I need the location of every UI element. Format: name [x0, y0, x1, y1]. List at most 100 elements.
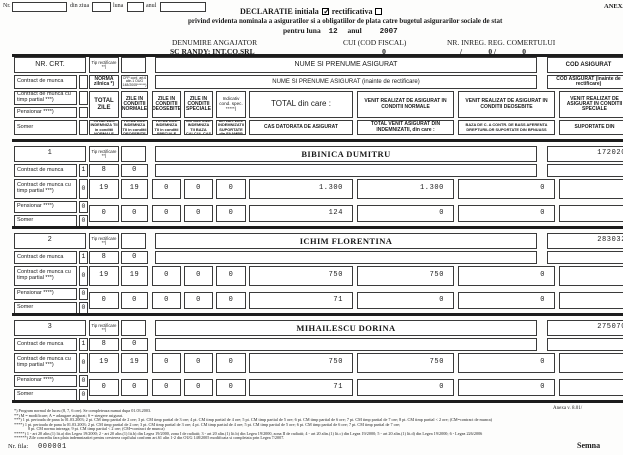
zile-indemnizatii-speciale: 0	[152, 379, 181, 396]
zile-normale-value: 19	[121, 353, 148, 373]
asigurat-block: 1 Tip rectificare **) BIBINICA DUMITRU 1…	[0, 139, 623, 227]
venit-deosebite-value: 0	[458, 353, 555, 373]
total-venit-value: 1.300	[249, 179, 353, 199]
contract-label: Contract de munca	[14, 164, 77, 177]
nr-inreg-label: NR. INREG. REG. COMERTULUI	[447, 38, 556, 47]
header-zile-speciale: ZILE IN CONDITII SPECIALE	[184, 91, 213, 118]
venit-deosebite-value: 0	[458, 179, 555, 199]
cas-datorata-value: 71	[249, 292, 353, 309]
header-cfp: CFP conf. art.6 alin.1 OUG 148/2005*****…	[121, 75, 148, 89]
zile-speciale-value: 0	[184, 353, 213, 373]
header-tip-rectificare: Tip rectificare **)	[89, 57, 119, 73]
asigurat-nr: 1	[14, 146, 86, 162]
suportate-din-box	[559, 379, 623, 396]
header-zile-deosebite: ZILE IN CONDITII DEOSEBITE	[152, 91, 181, 118]
suportate-din-box	[559, 205, 623, 222]
venit-deosebite-value: 0	[458, 266, 555, 286]
cfp-value: 0	[121, 251, 148, 264]
pensionar-label: Pensionar ****)	[14, 201, 77, 213]
header-venit-speciale: VENIT REALIZAT DE ASIGURAT IN CONDITII S…	[559, 91, 623, 118]
header-venit-normale: VENIT REALIZAT DE ASIGURAT IN CONDITII N…	[357, 91, 454, 118]
zile-indemnizatii-speciale: 0	[152, 205, 181, 222]
nume-rectificare-box	[155, 338, 537, 351]
header-suportate-din: SUPORTATE DIN	[559, 120, 623, 135]
zile-indemnizatii-normale: 0	[89, 205, 119, 222]
footnote-1: *) Program normal de lucru (8, 7, 6 ore)…	[14, 408, 152, 413]
cod-rectificare-box	[547, 251, 623, 264]
contract-partial-label: Contract de munca cu timp partial ***)	[14, 266, 77, 286]
zile-faambp-value: 0	[216, 292, 246, 309]
cod-rectificare-box	[547, 338, 623, 351]
anul-label2: anul	[347, 26, 362, 35]
zile-indemnizatii-deosebite: 0	[121, 379, 148, 396]
tip-rectificare-label: Tip rectificare **)	[89, 146, 119, 162]
header-baza-bass: BAZA DE C. A CONTR. DE BASS AFERENTA DRE…	[458, 120, 555, 135]
cas-datorata-value: 124	[249, 205, 353, 222]
tip-rectificare-label: Tip rectificare **)	[89, 320, 119, 336]
header-tip-rectificare-box	[121, 57, 146, 73]
asigurat-name: MIHAILESCU DORINA	[155, 320, 537, 336]
header-contract-partial-label: Contract de munca cu timp partial ***)	[14, 91, 77, 105]
pensionar-label: Pensionar ****)	[14, 288, 77, 300]
cui-value: 0	[382, 47, 386, 56]
header-contract-label: Contract de munca	[14, 75, 77, 89]
header-sub-normale: TOTAL ZILE INDEMNIZA TII in conditii NOR…	[89, 120, 119, 135]
indicativ-value: 0	[216, 353, 246, 373]
asigurat-cod: 283032	[547, 233, 623, 249]
luna-input-box	[127, 2, 144, 12]
zile-normale-value: 19	[121, 266, 148, 286]
footnote-3: ***) 1 pt. perioada de pana la 01.03.200…	[14, 417, 493, 422]
pensionar-label: Pensionar ****)	[14, 375, 77, 387]
contract-partial-flag: 0	[79, 353, 88, 373]
zile-indemnizatii-deosebite: 0	[121, 292, 148, 309]
footnote-4b: 8 pt. CM norma intreaga; 9 pt. CM timp p…	[28, 426, 165, 431]
tip-rectificare-box	[121, 233, 146, 249]
header-sub-faambp: din care ZILE INDEMNIZATII SUPORTATE din…	[216, 120, 246, 135]
header-venit-deosebite: VENIT REALIZAT DE ASIGURAT IN CONDITII D…	[458, 91, 555, 118]
baza-bass-value: 0	[458, 205, 555, 222]
header-nume: NUME SI PRENUME ASIGURAT	[155, 57, 537, 73]
venit-speciale-box	[559, 179, 623, 199]
total-venit-value: 750	[249, 266, 353, 286]
cas-datorata-value: 71	[249, 379, 353, 396]
contract-label: Contract de munca	[14, 251, 77, 264]
luna-value: 12	[328, 28, 338, 36]
asigurat-nr: 2	[14, 233, 86, 249]
table-top-divider	[12, 54, 623, 57]
header-pensionar-flag-box	[79, 107, 88, 118]
zile-baza-calcul-value: 0	[184, 379, 213, 396]
contract-partial-flag: 0	[79, 266, 88, 286]
semnatura-label: Semna	[577, 441, 601, 450]
zile-faambp-value: 0	[216, 205, 246, 222]
footnote-5: *****) 1 - art 20 alin.(1) lit.a) din Le…	[14, 430, 483, 436]
nr-inreg-value: / 0 / 0	[460, 47, 527, 56]
form-subtitle: privind evidenta nominala a asiguratilor…	[188, 17, 503, 25]
header-nr-crt: NR. CRT.	[14, 57, 86, 73]
anexa-top-label: ANEXA	[604, 3, 623, 10]
denumire-angajator-label: DENUMIRE ANGAJATOR	[172, 38, 258, 47]
anul-label: anul	[146, 3, 157, 9]
title-initiala: DECLARATIE initiala	[240, 7, 319, 16]
header-total-zile: TOTAL ZILE	[89, 91, 119, 118]
cfp-value: 0	[121, 338, 148, 351]
zile-indemnizatii-speciale: 0	[152, 292, 181, 309]
zile-baza-calcul-value: 0	[184, 292, 213, 309]
zile-indemnizatii-deosebite: 0	[121, 205, 148, 222]
initiala-checkbox-icon	[321, 7, 330, 16]
asigurat-block: 3 Tip rectificare **) MIHAILESCU DORINA …	[0, 313, 623, 401]
tip-rectificare-box	[121, 146, 146, 162]
nume-rectificare-box	[155, 251, 537, 264]
pentru-luna-label: pentru luna	[283, 26, 321, 35]
contract-label: Contract de munca	[14, 338, 77, 351]
nr-fila-label: Nr. fila:	[8, 443, 29, 450]
form-title: DECLARATIE initiala rectificativa	[240, 7, 385, 16]
header-total-venit-indemnizatii: TOTAL VENIT ASIGURAT DIN INDEMNIZATII, d…	[357, 120, 454, 135]
din-ziua-label: din ziua	[70, 3, 90, 9]
luna-label: luna	[113, 3, 124, 9]
anul-input-box	[160, 2, 206, 12]
table-bottom-divider	[12, 400, 623, 403]
header-indicativ: Indicativ cond. spec. *****)	[216, 91, 246, 118]
header-sub-speciale: TOTAL ZILE INDEMNIZA TII in conditii SPE…	[152, 120, 181, 135]
zile-normale-value: 19	[121, 179, 148, 199]
ziua-input-box	[92, 2, 111, 12]
